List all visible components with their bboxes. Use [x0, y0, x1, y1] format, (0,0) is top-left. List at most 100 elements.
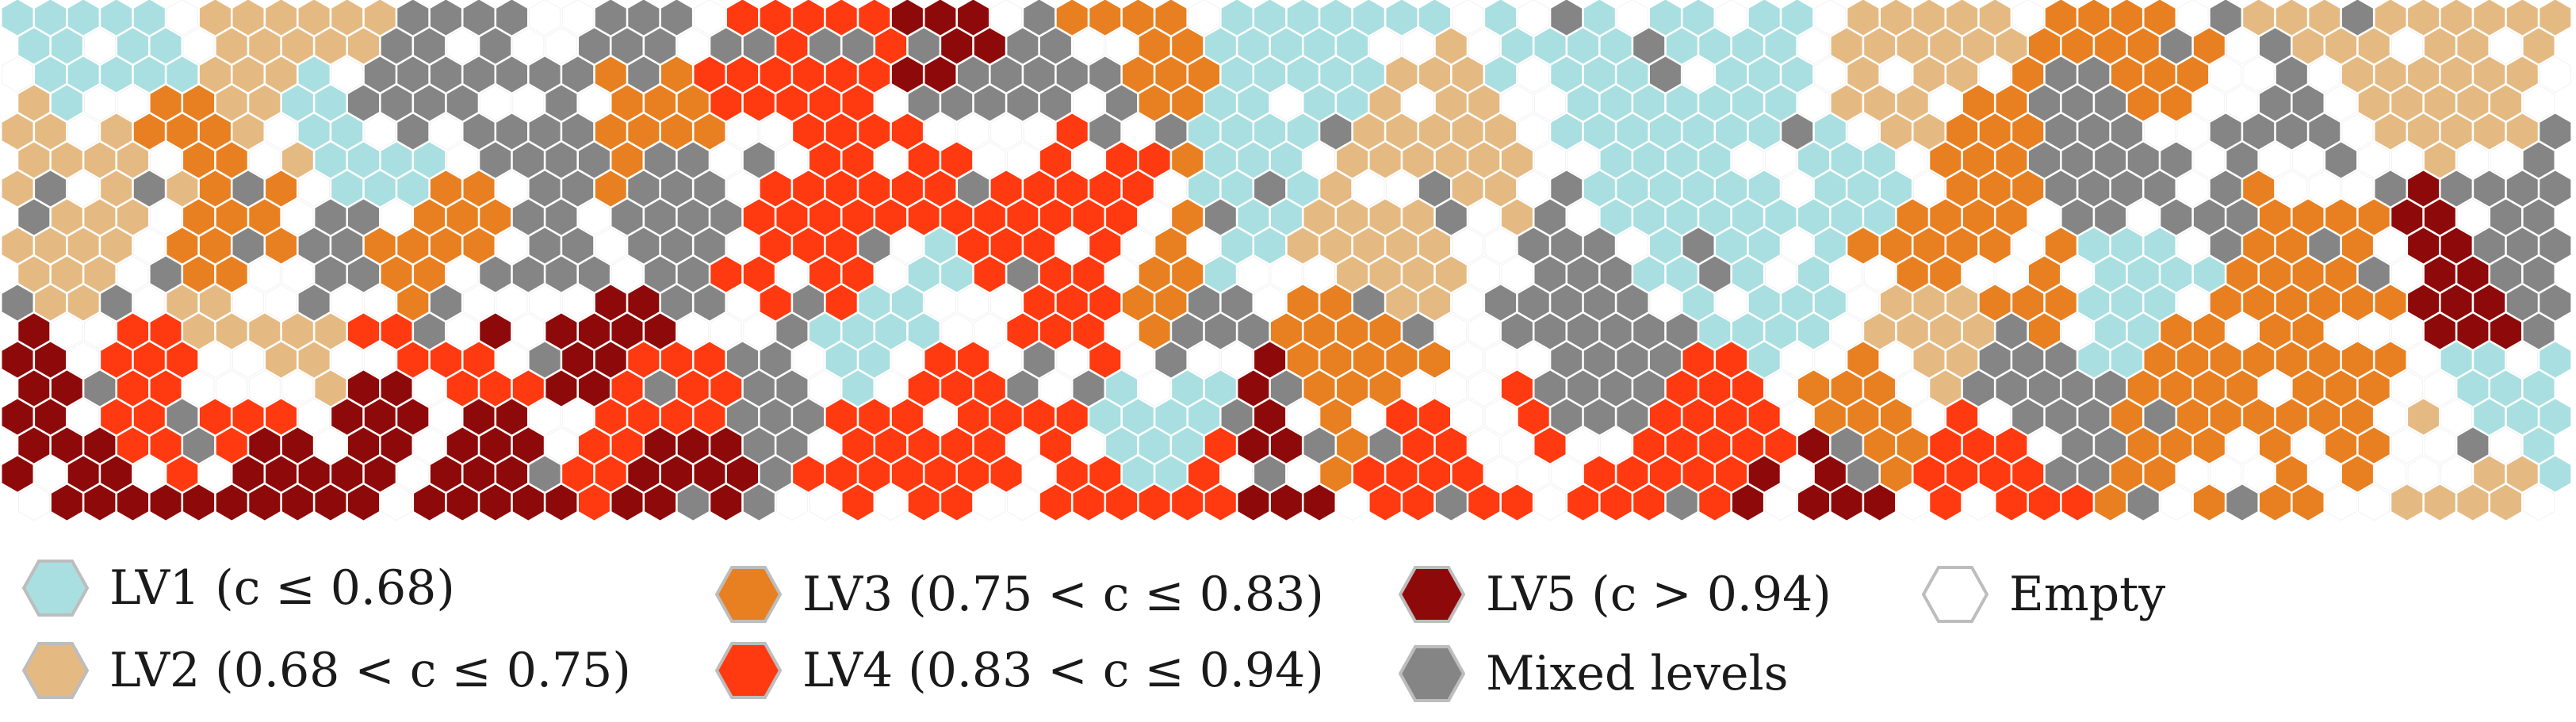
hex-cell-lv4 [660, 342, 692, 378]
hex-cell-lv3 [2309, 285, 2341, 321]
hex-cell-lv2 [1419, 285, 1450, 321]
hex-cell-lv2 [1403, 142, 1434, 178]
hex-cell-lv1 [364, 170, 396, 207]
hex-cell-empty [1039, 369, 1072, 407]
hex-cell-empty [1188, 227, 1220, 265]
hex-cell-lv1 [1353, 0, 1384, 36]
hex-cell-lv4 [793, 227, 825, 264]
hex-cell-lv3 [1303, 370, 1335, 407]
hex-cell-empty [1468, 312, 1500, 350]
hex-cell-mixed [1666, 313, 1698, 350]
hex-cell-lv3 [1337, 313, 1368, 350]
hex-cell-lv4 [611, 370, 643, 407]
hex-cell-lv4 [1056, 113, 1088, 150]
hex-cell-lv5 [117, 484, 148, 521]
hex-cell-lv4 [628, 342, 660, 378]
hex-cell-mixed [760, 342, 791, 378]
hex-cell-lv3 [1979, 227, 2011, 264]
hex-cell-mixed [1600, 370, 1632, 407]
hex-cell-lv1 [1320, 56, 1352, 93]
hex-cell-lv1 [2490, 370, 2521, 407]
hex-cell-lv1 [2111, 342, 2142, 378]
hex-cell-lv2 [1881, 113, 1912, 150]
hex-cell-lv2 [2440, 0, 2472, 36]
hex-cell-mixed [1039, 85, 1071, 121]
hex-cell-lv4 [793, 56, 825, 93]
hex-cell-lv3 [611, 85, 643, 121]
hex-cell-lv1 [1238, 199, 1269, 235]
hex-cell-lv4 [793, 170, 825, 207]
hex-cell-lv1 [1814, 170, 1846, 207]
hex-cell-empty [1270, 84, 1303, 122]
hex-cell-lv4 [941, 427, 973, 464]
hex-cell-mixed [2061, 199, 2093, 235]
hex-cell-mixed [1024, 342, 1055, 378]
hex-cell-empty [2358, 312, 2390, 350]
hex-cell-lv3 [2325, 370, 2357, 407]
hex-cell-lv2 [2506, 113, 2538, 150]
hex-cell-lv4 [760, 170, 791, 207]
hex-cell-empty [726, 170, 759, 208]
hex-cell-lv3 [2161, 427, 2192, 464]
hex-cell-lv4 [859, 456, 890, 492]
hex-cell-empty [2390, 141, 2423, 179]
hex-cell-lv2 [315, 370, 346, 407]
hex-cell-empty [2226, 84, 2258, 122]
hex-cell-lv1 [1716, 56, 1747, 93]
hex-cell-empty [1518, 455, 1550, 493]
hex-cell-lv5 [51, 427, 82, 464]
hex-cell-lv1 [1337, 28, 1368, 64]
hex-cell-lv2 [331, 0, 363, 36]
hex-cell-lv3 [1897, 199, 1928, 235]
hex-cell-lv3 [1056, 0, 1088, 36]
hex-cell-lv4 [1122, 170, 1154, 207]
hex-cell-lv3 [1946, 227, 1978, 264]
hex-cell-mixed [397, 56, 429, 93]
hex-cell-lv3 [660, 56, 692, 93]
hex-cell-empty [1006, 141, 1039, 179]
hex-cell-lv4 [579, 484, 610, 521]
hex-cell-mixed [2161, 28, 2192, 64]
hex-cell-lv1 [1699, 85, 1731, 121]
hex-cell-lv1 [1748, 227, 1780, 264]
hex-cell-empty [2490, 141, 2522, 179]
hex-cell-lv2 [1435, 256, 1467, 292]
hex-cell-lv2 [84, 142, 116, 178]
hex-cell-lv5 [331, 399, 363, 435]
hex-cell-lv4 [1419, 399, 1450, 435]
hex-cell-lv3 [1864, 370, 1896, 407]
hex-cell-lv4 [381, 313, 412, 350]
hex-cell-empty [2506, 341, 2539, 379]
hex-cell-lv2 [1864, 313, 1896, 350]
hex-cell-lv2 [1897, 85, 1928, 121]
hex-cell-lv1 [1337, 85, 1368, 121]
hex-cell-mixed [2111, 113, 2142, 150]
hex-cell-empty [595, 227, 627, 265]
hex-cell-lv3 [2325, 256, 2357, 292]
hex-cell-lv4 [1039, 484, 1071, 521]
hex-cell-mixed [2540, 113, 2571, 150]
hex-cell-mixed [2095, 85, 2126, 121]
hex-cell-lv4 [1024, 399, 1055, 435]
hex-cell-empty [281, 198, 314, 236]
hex-cell-lv1 [2111, 285, 2142, 321]
hex-cell-mixed [793, 399, 825, 435]
hex-cell-lv4 [891, 399, 923, 435]
hex-cell-lv4 [842, 256, 874, 292]
hex-cell-lv5 [348, 370, 379, 407]
hex-cell-lv2 [1435, 142, 1467, 178]
hex-cell-lv4 [1188, 456, 1219, 492]
hex-cell-lv4 [776, 85, 808, 121]
hex-cell-lv4 [1567, 484, 1598, 521]
hex-cell-mixed [2506, 285, 2538, 321]
hex-cell-empty [2176, 0, 2209, 36]
hex-cell-lv4 [101, 342, 132, 378]
hex-cell-mixed [2474, 227, 2505, 264]
hex-cell-lv3 [216, 199, 247, 235]
hex-cell-mixed [743, 427, 775, 464]
hex-cell-lv5 [677, 427, 709, 464]
hex-cell-lv2 [2408, 113, 2439, 150]
hex-cell-lv4 [199, 399, 231, 435]
hex-cell-empty [2358, 483, 2390, 521]
hex-cell-mixed [1024, 0, 1055, 36]
